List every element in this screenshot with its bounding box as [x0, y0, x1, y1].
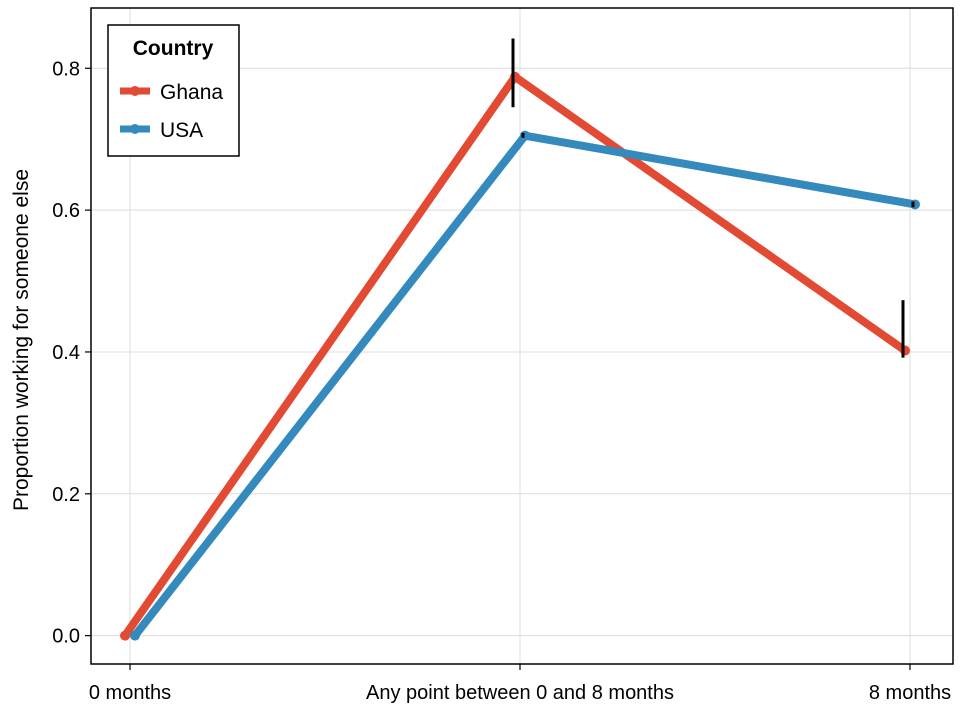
axis-layer: 0.0 0.2 0.4 0.6 0.8 0 months Any point between… — [52, 7, 954, 704]
data-point — [120, 630, 130, 641]
y-tick-label: 0.6 — [52, 200, 80, 222]
legend-marker-ghana — [130, 86, 140, 96]
legend-label-usa: USA — [160, 119, 203, 142]
series-line — [131, 131, 919, 640]
y-tick-label: 0.2 — [52, 484, 80, 506]
data-point — [130, 630, 140, 641]
series-line — [121, 72, 909, 640]
x-tick-label: 0 months — [89, 682, 171, 704]
y-tick-label: 0.8 — [52, 58, 80, 80]
x-tick-label: 8 months — [869, 682, 951, 704]
series-ghana — [120, 38, 910, 641]
y-axis-label: Proportion working for someone else — [10, 169, 33, 511]
legend-label-ghana: Ghana — [160, 81, 223, 104]
series-layer — [120, 38, 920, 641]
legend: Country Ghana USA — [107, 24, 240, 157]
legend-marker-usa — [130, 124, 140, 134]
plot-frame — [90, 7, 954, 665]
y-tick-label: 0.0 — [52, 626, 80, 648]
y-tick-label: 0.4 — [52, 342, 80, 364]
legend-title: Country — [133, 37, 214, 60]
series-usa — [130, 130, 920, 641]
x-tick-label: Any point between 0 and 8 months — [366, 682, 674, 704]
